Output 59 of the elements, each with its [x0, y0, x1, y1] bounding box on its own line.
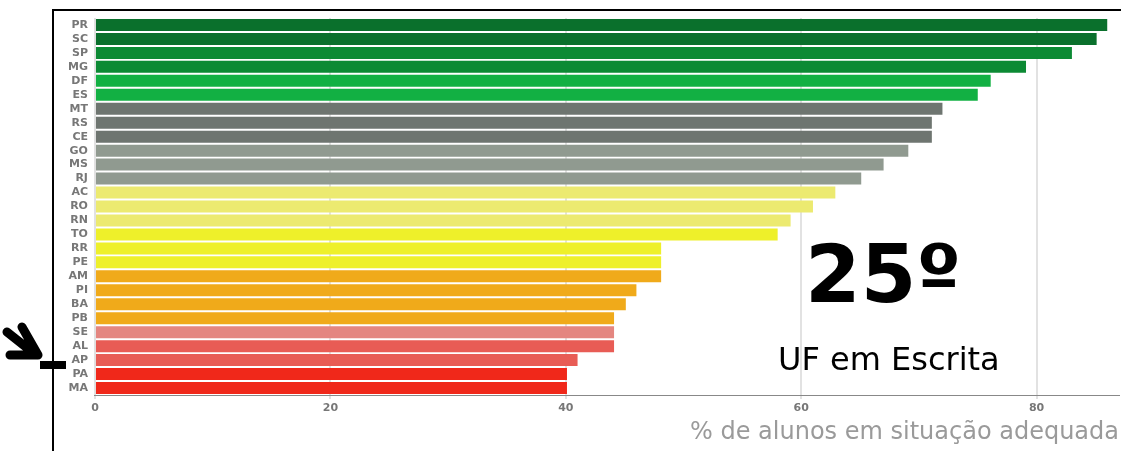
y-tick-label: CE [72, 129, 88, 143]
y-tick-label: GO [69, 143, 88, 157]
bar [95, 88, 978, 101]
x-tick-label: 40 [558, 401, 574, 415]
y-tick-label: AM [68, 269, 88, 283]
bar [95, 60, 1027, 73]
y-tick-label: AC [71, 185, 88, 199]
bar [95, 368, 567, 381]
bar [95, 144, 909, 157]
bar [95, 172, 862, 185]
y-tick-label: PA [72, 366, 89, 380]
annotation: UF em Escrita [778, 340, 1000, 378]
annotation: 25º [805, 228, 962, 321]
y-tick-label: AL [72, 338, 88, 352]
bar [95, 116, 932, 129]
bar [95, 340, 615, 353]
y-tick-label: MT [69, 101, 89, 115]
bar [95, 354, 578, 367]
y-tick-label: SC [71, 31, 88, 45]
y-tick-label: TO [71, 227, 88, 241]
bar [95, 158, 884, 171]
x-axis-title: % de alunos em situação adequada [690, 416, 1119, 445]
bar [95, 18, 1108, 31]
y-tick-label: ES [72, 87, 89, 101]
y-tick-label: RO [70, 199, 88, 213]
y-tick-label: PE [72, 255, 88, 269]
y-tick-label: AP [71, 352, 88, 366]
y-tick-label: MA [68, 380, 89, 394]
y-tick-label: DF [71, 73, 88, 87]
y-tick-label: PB [71, 311, 88, 325]
y-tick-label: MG [67, 59, 88, 73]
y-tick-label: RN [70, 213, 88, 227]
bar [95, 270, 662, 283]
bar [95, 242, 662, 255]
bar [95, 102, 943, 115]
bar [95, 382, 567, 395]
bar [95, 284, 637, 297]
y-tick-label: PI [75, 283, 88, 297]
bar [95, 256, 662, 269]
x-tick-label: 60 [793, 401, 810, 415]
bar [95, 326, 615, 339]
y-tick-label: SE [72, 325, 88, 339]
y-tick-label: PR [71, 17, 89, 31]
y-tick-label: RS [71, 115, 89, 129]
bar [95, 74, 991, 87]
bar [95, 312, 615, 325]
bar [95, 32, 1097, 45]
x-tick-label: 80 [1028, 401, 1045, 415]
y-tick-label: BA [71, 297, 89, 311]
x-tick-label: 20 [322, 401, 339, 415]
x-tick-label: 0 [91, 401, 100, 415]
y-tick-label: MS [69, 157, 89, 171]
y-tick-label: RJ [75, 171, 88, 185]
y-tick-label: RR [71, 241, 89, 255]
bar [95, 228, 778, 241]
bar [95, 46, 1072, 59]
y-tick-label: SP [71, 45, 88, 59]
bar [95, 298, 626, 311]
bar [95, 130, 932, 143]
